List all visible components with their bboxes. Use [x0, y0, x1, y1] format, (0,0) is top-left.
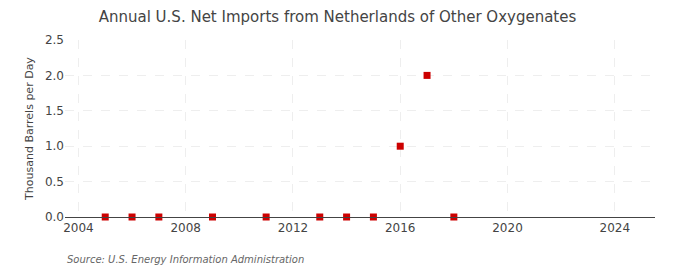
svg-text:2024: 2024 [599, 221, 630, 235]
svg-text:2008: 2008 [170, 221, 201, 235]
svg-text:2.5: 2.5 [45, 33, 64, 47]
svg-text:2016: 2016 [385, 221, 416, 235]
svg-text:2.0: 2.0 [45, 69, 64, 83]
svg-text:1.0: 1.0 [45, 139, 64, 153]
svg-text:2004: 2004 [63, 221, 94, 235]
svg-text:0.0: 0.0 [45, 210, 64, 224]
svg-text:Source: U.S. Energy Informatio: Source: U.S. Energy Information Administ… [67, 254, 304, 265]
svg-text:1.5: 1.5 [45, 104, 64, 118]
svg-text:Annual U.S. Net Imports from N: Annual U.S. Net Imports from Netherlands… [99, 8, 577, 26]
svg-text:2020: 2020 [492, 221, 523, 235]
svg-text:Thousand Barrels per Day: Thousand Barrels per Day [23, 57, 36, 201]
svg-text:2012: 2012 [278, 221, 309, 235]
svg-text:0.5: 0.5 [45, 175, 64, 189]
